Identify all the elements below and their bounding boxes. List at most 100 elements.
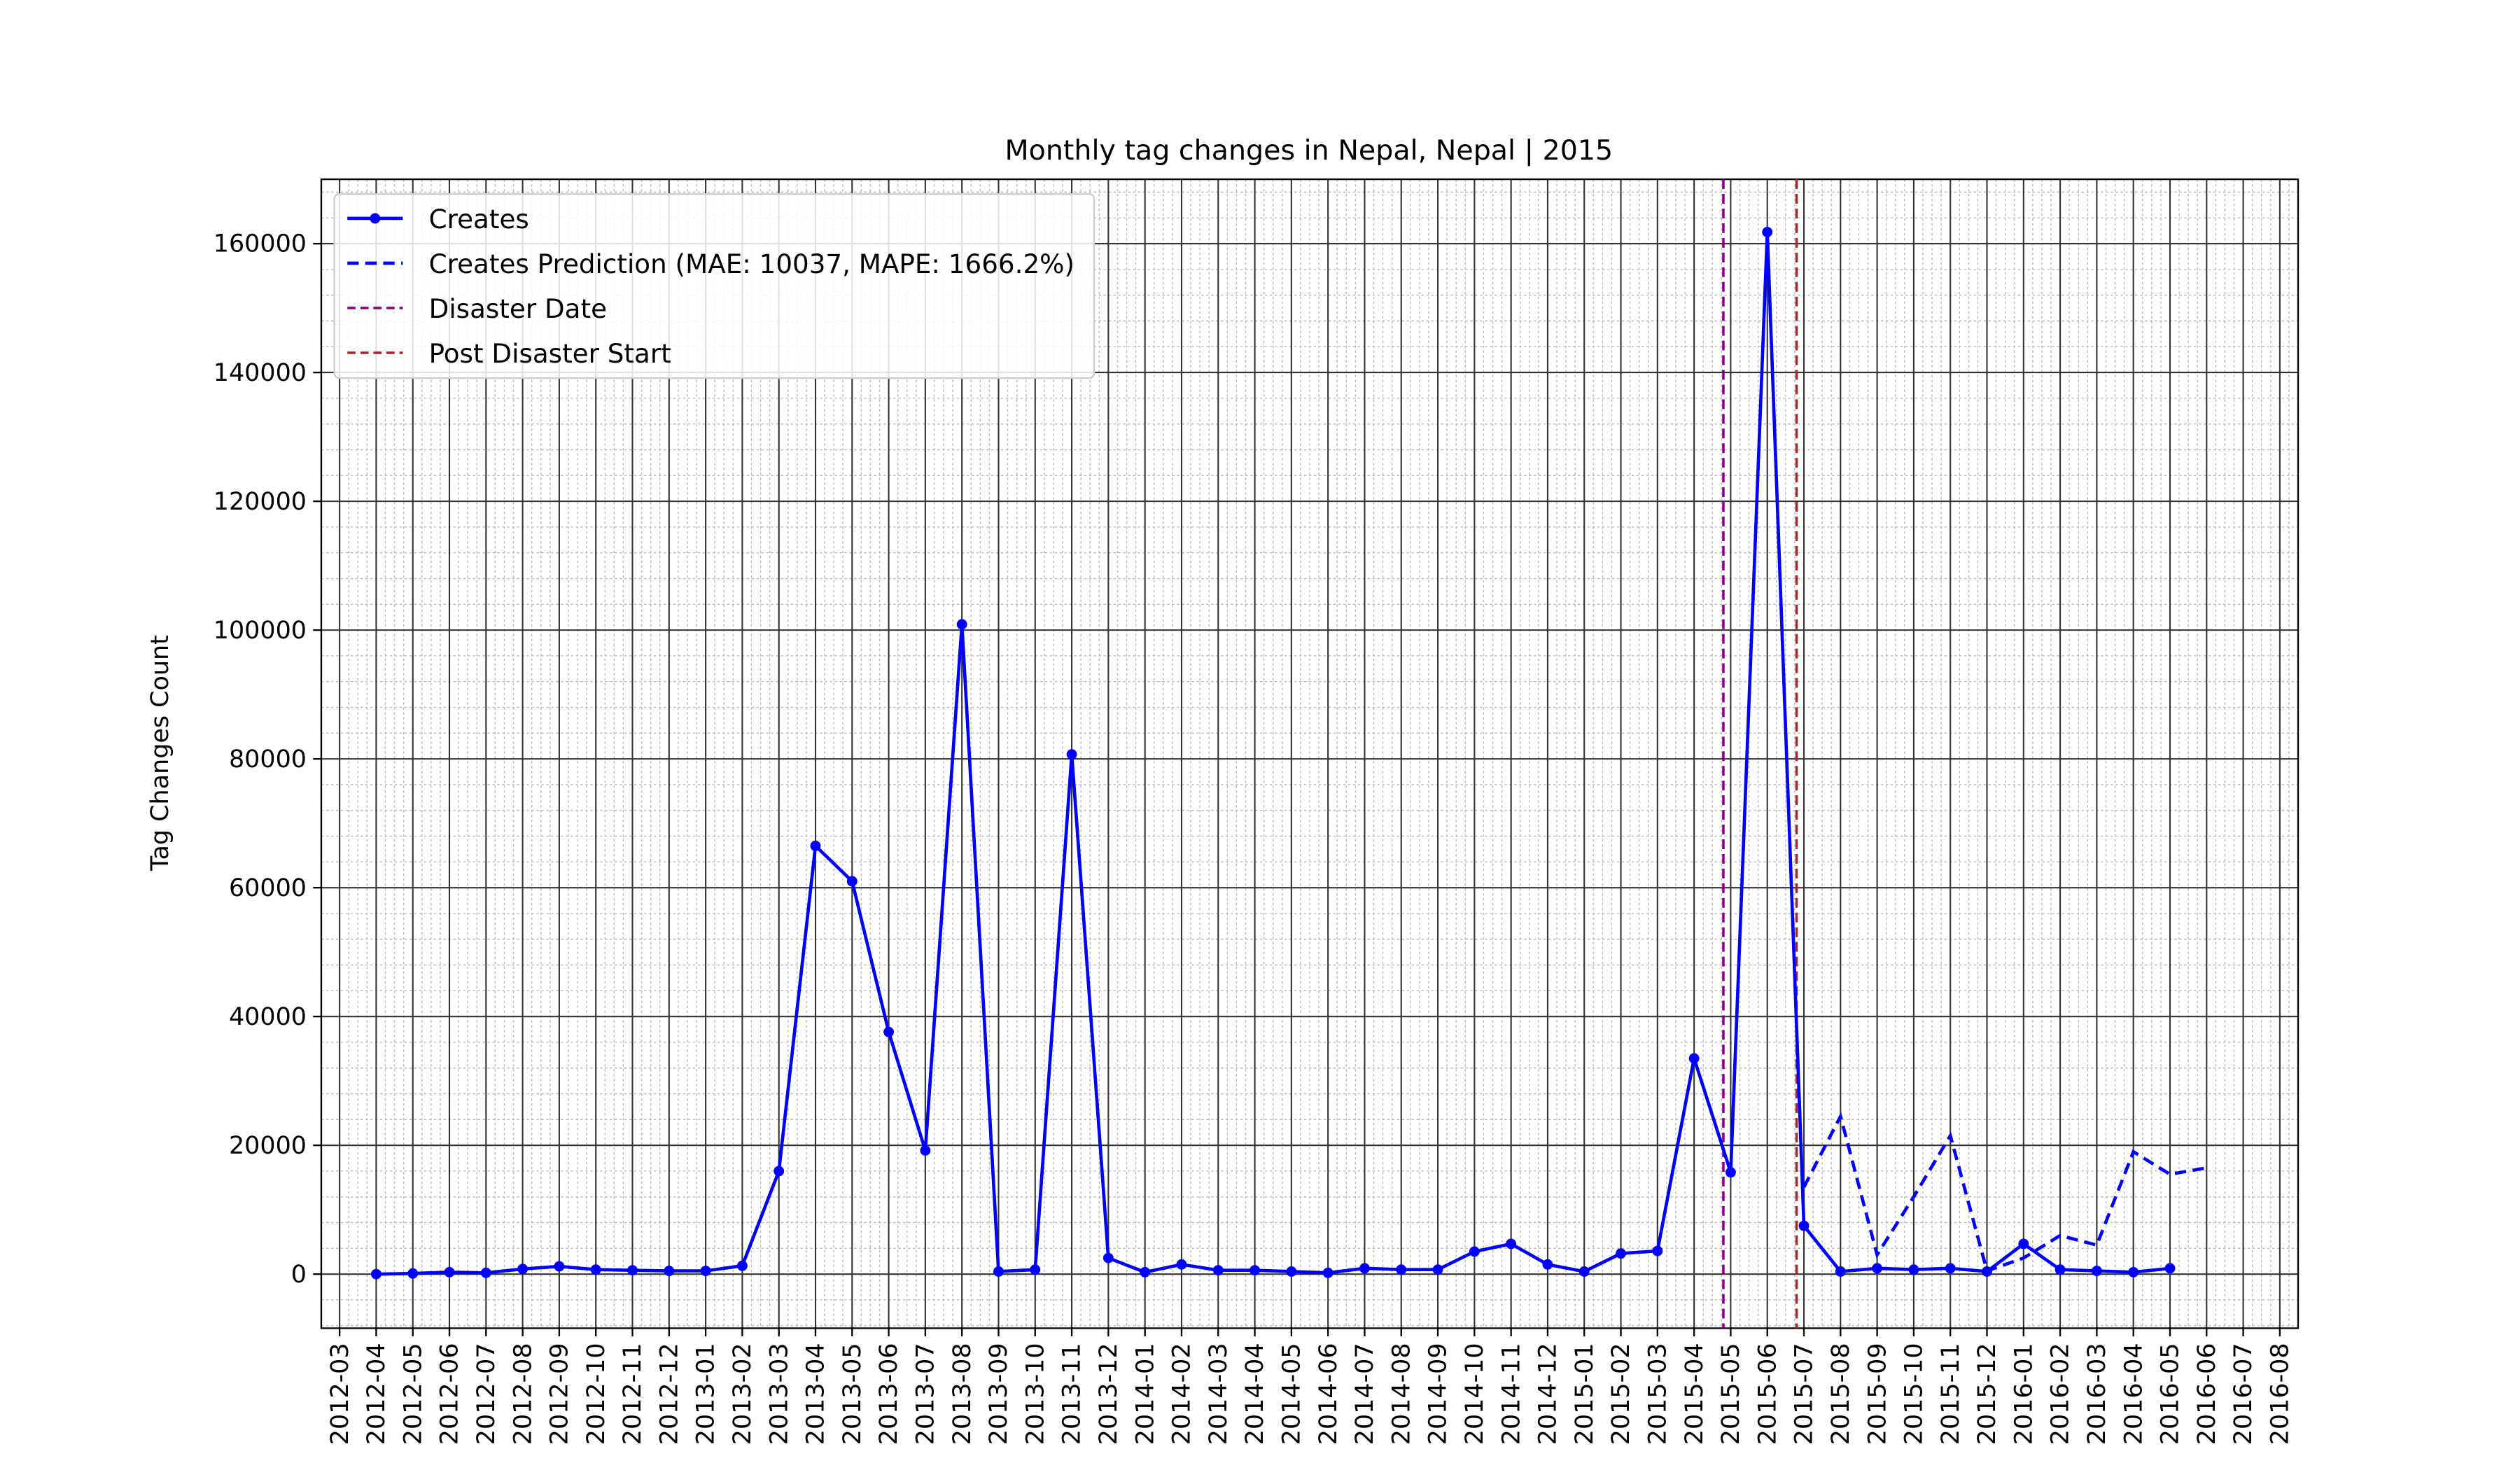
point [2018, 1238, 2029, 1250]
x-tick-label: 2016-03 [2083, 1343, 2111, 1445]
legend-marker [370, 213, 381, 224]
x-tick-label: 2012-10 [582, 1343, 610, 1445]
x-tick-label: 2012-09 [546, 1343, 574, 1445]
x-tick-label: 2014-06 [1315, 1343, 1343, 1445]
x-tick-label: 2016-05 [2157, 1343, 2185, 1445]
point [1322, 1267, 1334, 1278]
x-tick-label: 2012-08 [509, 1343, 537, 1445]
point [1762, 227, 1773, 237]
x-tick-label: 2013-11 [1058, 1343, 1086, 1445]
point [1469, 1246, 1480, 1257]
legend-label: Disaster Date [429, 293, 607, 324]
y-tick-label: 100000 [214, 617, 307, 645]
x-tick-label: 2015-12 [1973, 1343, 2001, 1445]
point [2054, 1264, 2066, 1275]
x-tick-label: 2016-02 [2047, 1343, 2075, 1445]
x-tick-label: 2012-03 [326, 1343, 354, 1445]
x-tick-label: 2016-01 [2010, 1343, 2038, 1445]
y-axis-label: Tag Changes Count [146, 635, 174, 872]
point [1030, 1264, 1041, 1275]
x-tick-label: 2015-01 [1571, 1343, 1599, 1445]
point [1542, 1259, 1553, 1270]
x-tick-label: 2014-03 [1205, 1343, 1233, 1445]
point [664, 1266, 675, 1277]
x-tick-label: 2012-12 [655, 1343, 683, 1445]
point [920, 1145, 931, 1156]
x-tick-label: 2013-04 [802, 1343, 830, 1445]
y-tick-label: 20000 [229, 1132, 307, 1160]
series-line [376, 232, 2171, 1276]
x-tick-label: 2016-04 [2120, 1343, 2148, 1445]
point [1176, 1259, 1187, 1270]
point [1798, 1220, 1809, 1231]
point [846, 876, 858, 887]
y-tick-label: 160000 [214, 230, 307, 258]
point [1102, 1252, 1114, 1264]
point [1506, 1238, 1517, 1250]
x-tick-label: 2015-05 [1717, 1343, 1745, 1445]
point [1616, 1248, 1626, 1259]
point [1359, 1263, 1370, 1274]
point [370, 1268, 382, 1280]
x-tick-label: 2016-06 [2193, 1343, 2221, 1445]
x-tick-label: 2013-08 [948, 1343, 976, 1445]
point [1872, 1263, 1883, 1274]
chart-title: Monthly tag changes in Nepal, Nepal | 20… [1004, 134, 1613, 167]
x-tick-label: 2016-07 [2230, 1343, 2258, 1445]
point [810, 840, 821, 851]
point [480, 1267, 491, 1278]
point [1688, 1053, 1700, 1064]
point [517, 1264, 528, 1275]
x-tick-label: 2013-01 [692, 1343, 720, 1445]
x-tick-label: 2015-10 [1900, 1343, 1928, 1445]
x-tick-label: 2014-10 [1461, 1343, 1489, 1445]
x-tick-label: 2015-07 [1791, 1343, 1819, 1445]
point [1250, 1265, 1261, 1276]
x-tick-label: 2015-09 [1863, 1343, 1891, 1445]
series-line [1802, 1112, 2207, 1273]
point [1578, 1266, 1590, 1277]
x-tick-label: 2012-05 [399, 1343, 427, 1445]
x-tick-label: 2013-09 [985, 1343, 1013, 1445]
x-tick-label: 2013-06 [875, 1343, 903, 1445]
point [1945, 1263, 1956, 1274]
x-tick-label: 2014-04 [1241, 1343, 1269, 1445]
point [1908, 1264, 1919, 1275]
plot-frame [320, 178, 2300, 1329]
y-tick-label: 80000 [229, 746, 307, 774]
x-tick-label: 2012-11 [619, 1343, 647, 1445]
legend-label: Creates Prediction (MAE: 10037, MAPE: 16… [429, 248, 1074, 279]
point [1140, 1266, 1151, 1278]
x-tick-label: 2012-04 [363, 1343, 391, 1445]
point [700, 1266, 711, 1277]
y-tick-label: 140000 [214, 359, 307, 387]
point [1066, 749, 1077, 760]
point [993, 1266, 1004, 1277]
y-tick-label: 120000 [214, 488, 307, 516]
point [2128, 1266, 2139, 1278]
x-tick-label: 2014-07 [1351, 1343, 1379, 1445]
x-tick-label: 2012-06 [436, 1343, 464, 1445]
x-tick-label: 2015-11 [1937, 1343, 1965, 1445]
legend-label: Creates [429, 204, 529, 234]
x-tick-label: 2014-02 [1168, 1343, 1196, 1445]
point [590, 1264, 601, 1275]
x-tick-label: 2014-12 [1534, 1343, 1562, 1445]
point [627, 1265, 638, 1276]
x-tick-label: 2014-05 [1278, 1343, 1306, 1445]
x-tick-label: 2015-03 [1644, 1343, 1672, 1445]
x-tick-label: 2015-08 [1827, 1343, 1855, 1445]
point [1725, 1167, 1736, 1178]
x-tick-label: 2014-09 [1424, 1343, 1452, 1445]
x-tick-label: 2013-02 [729, 1343, 757, 1445]
point [554, 1261, 565, 1272]
point [444, 1266, 455, 1278]
point [1432, 1264, 1443, 1275]
x-tick-label: 2013-12 [1095, 1343, 1123, 1445]
x-tick-label: 2016-08 [2267, 1343, 2295, 1445]
point [1286, 1266, 1297, 1277]
x-tick-label: 2015-06 [1754, 1343, 1782, 1445]
point [736, 1260, 748, 1271]
point [1396, 1264, 1407, 1275]
